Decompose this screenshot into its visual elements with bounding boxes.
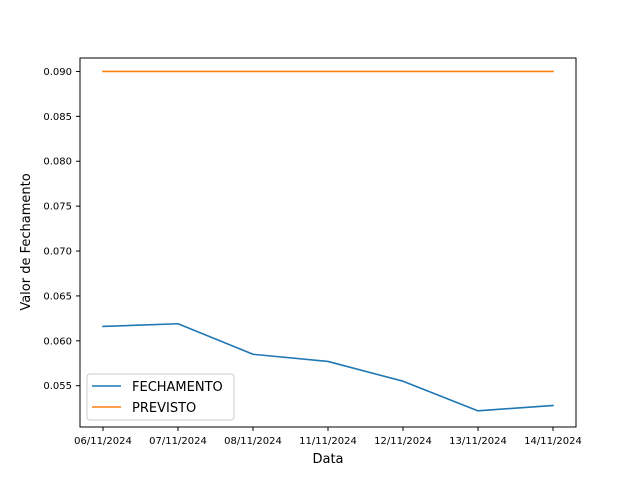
- x-tick-label: 08/11/2024: [224, 436, 282, 447]
- y-tick-label: 0.075: [43, 202, 72, 213]
- x-tick-label: 07/11/2024: [149, 436, 207, 447]
- x-axis-label: Data: [312, 452, 343, 467]
- x-tick-label: 14/11/2024: [524, 436, 582, 447]
- y-tick-label: 0.055: [43, 381, 72, 392]
- x-tick-label: 13/11/2024: [449, 436, 507, 447]
- y-axis-label: Valor de Fechamento: [19, 173, 34, 310]
- legend-label-fechamento: FECHAMENTO: [132, 380, 223, 395]
- series-layer: [102, 70, 554, 412]
- y-tick-label: 0.060: [43, 336, 72, 347]
- legend-label-previsto: PREVISTO: [132, 401, 196, 416]
- y-tick-label: 0.085: [43, 112, 72, 123]
- x-axis: 06/11/2024 07/11/2024 08/11/2024 11/11/2024…: [74, 427, 582, 447]
- y-tick-label: 0.090: [43, 67, 72, 78]
- series-line-fechamento: [102, 322, 554, 412]
- legend: FECHAMENTO PREVISTO: [86, 373, 235, 421]
- y-tick-label: 0.065: [43, 291, 72, 302]
- y-tick-label: 0.080: [43, 157, 72, 168]
- legend-box: [86, 373, 235, 421]
- y-tick-label: 0.070: [43, 247, 72, 258]
- x-tick-label: 12/11/2024: [374, 436, 432, 447]
- x-tick-label: 06/11/2024: [74, 436, 132, 447]
- y-axis: 0.055 0.060 0.065 0.070 0.075 0.080 0.085 0.090: [43, 67, 80, 392]
- x-tick-label: 11/11/2024: [299, 436, 357, 447]
